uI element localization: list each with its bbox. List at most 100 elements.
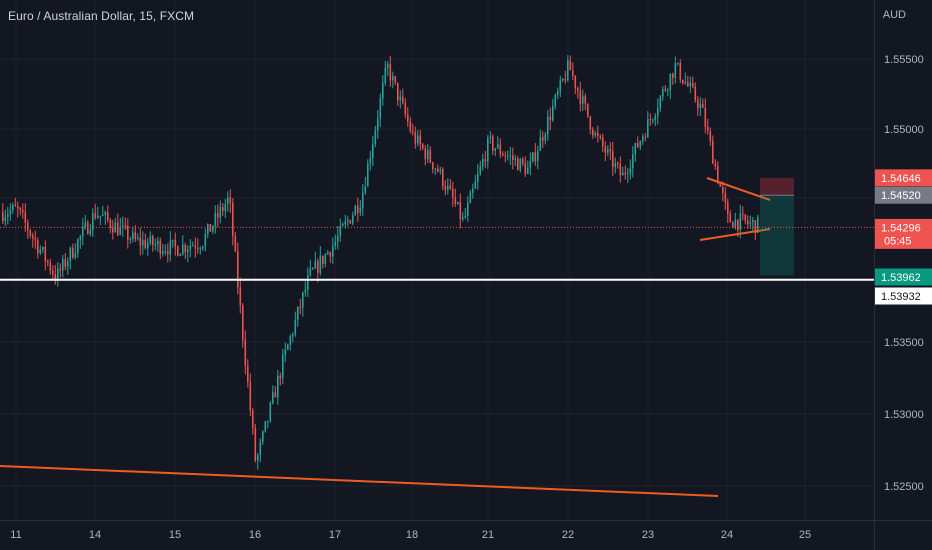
candle-body <box>219 207 222 218</box>
candle-body <box>122 225 124 227</box>
candle-body <box>194 245 197 248</box>
candle-body <box>154 244 157 246</box>
candle-body <box>637 143 639 148</box>
candle-body <box>417 135 419 144</box>
candle-body <box>599 135 602 138</box>
price-tag-label: 1.54520 <box>881 190 921 202</box>
candle-body <box>17 206 19 209</box>
candle-body <box>547 116 549 135</box>
candle-body <box>284 349 287 355</box>
candle-body <box>754 220 757 234</box>
candle-body <box>167 251 169 255</box>
candle-body <box>192 245 194 247</box>
candle-body <box>587 103 589 117</box>
candle-body <box>232 203 234 236</box>
candle-body <box>109 219 112 228</box>
candle-body <box>269 402 272 421</box>
candle-body <box>729 213 732 223</box>
candle-body <box>629 168 632 174</box>
candle-body <box>712 140 714 164</box>
candle-body <box>634 143 637 155</box>
candle-body <box>87 222 89 234</box>
triangle-upper-line[interactable] <box>706 177 771 201</box>
candle-body <box>187 249 189 253</box>
candle-body <box>592 129 594 136</box>
candle-body <box>469 192 472 204</box>
candle-body <box>467 203 469 216</box>
candle-body <box>42 247 44 250</box>
candle-body <box>139 237 142 246</box>
candle-body <box>19 208 22 211</box>
candle-body <box>39 249 42 254</box>
candle-body <box>354 205 357 216</box>
trendline[interactable] <box>0 465 719 497</box>
position-stop-zone[interactable] <box>760 177 794 196</box>
candle-body <box>299 306 302 308</box>
candle-body <box>709 130 712 141</box>
candle-body <box>102 215 104 217</box>
candle-body <box>329 252 332 257</box>
candle-body <box>484 159 487 162</box>
candle-body <box>389 64 392 81</box>
candle-body <box>37 240 39 254</box>
candle-body <box>274 392 277 398</box>
candle-body <box>177 246 179 256</box>
candle-body <box>29 230 32 236</box>
candle-body <box>639 141 642 148</box>
candle-body <box>362 192 364 208</box>
candle-body <box>97 216 99 218</box>
x-tick-label: 15 <box>169 529 181 541</box>
candle-body <box>22 210 24 213</box>
candle-body <box>494 148 497 151</box>
candle-body <box>92 213 94 231</box>
candle-body <box>322 255 324 264</box>
candle-body <box>382 83 384 99</box>
candle-body <box>479 166 482 174</box>
candle-body <box>584 96 587 104</box>
candle-body <box>682 79 684 84</box>
candle-body <box>189 245 192 250</box>
candle-body <box>174 239 177 247</box>
candle-body <box>472 188 474 193</box>
price-tag-label: 1.53932 <box>881 291 921 303</box>
triangle-lower-line[interactable] <box>699 228 771 241</box>
y-tick-label: 1.55000 <box>884 124 924 136</box>
price-tag[interactable] <box>875 218 932 249</box>
candle-body <box>734 219 737 228</box>
price-tag[interactable] <box>875 169 932 187</box>
candle-body <box>514 158 517 160</box>
candle-body <box>242 305 244 340</box>
candle-body <box>369 158 372 164</box>
y-tick-label: 1.53000 <box>884 409 924 421</box>
x-tick-label: 24 <box>721 529 733 541</box>
price-tag[interactable] <box>875 186 932 204</box>
candle-body <box>544 134 547 141</box>
price-tag[interactable] <box>875 287 932 305</box>
price-tag[interactable] <box>875 268 932 286</box>
candle-body <box>54 274 57 281</box>
candle-body <box>409 121 412 132</box>
candle-body <box>2 212 4 222</box>
candle-body <box>169 240 172 255</box>
candle-body <box>437 168 439 172</box>
x-tick-label: 18 <box>406 529 418 541</box>
symbol-title[interactable]: Euro / Australian Dollar, 15, FXCM <box>8 9 195 23</box>
candle-body <box>749 222 752 224</box>
candle-body <box>697 100 699 109</box>
candle-body <box>234 235 237 252</box>
candle-body <box>519 158 522 171</box>
candle-body <box>82 227 84 237</box>
position-target-zone[interactable] <box>760 195 794 276</box>
candle-body <box>549 116 552 121</box>
candle-body <box>129 238 132 240</box>
candle-body <box>574 75 577 88</box>
candle-body <box>579 90 582 105</box>
candle-body <box>222 207 224 211</box>
candle-body <box>462 217 464 220</box>
candle-body <box>604 146 607 153</box>
candle-body <box>562 79 564 81</box>
candle-body <box>119 226 122 235</box>
candle-body <box>132 232 134 239</box>
